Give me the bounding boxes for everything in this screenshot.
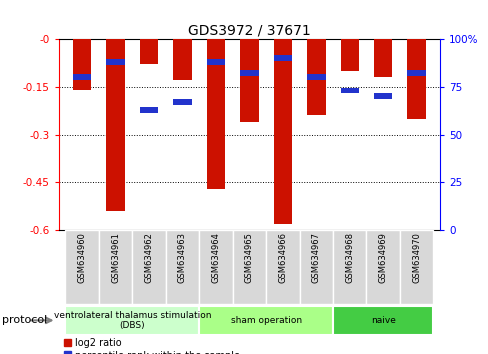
Bar [173, 39, 191, 80]
Bar [73, 39, 91, 90]
FancyBboxPatch shape [132, 230, 165, 304]
Bar [407, 39, 425, 119]
Text: ventrolateral thalamus stimulation
(DBS): ventrolateral thalamus stimulation (DBS) [53, 311, 211, 330]
Text: GSM634964: GSM634964 [211, 232, 220, 283]
Text: GSM634966: GSM634966 [278, 232, 287, 283]
Bar [407, 70, 425, 76]
FancyBboxPatch shape [199, 306, 332, 335]
Text: GSM634963: GSM634963 [178, 232, 186, 283]
Bar [73, 74, 91, 80]
Bar [306, 39, 325, 115]
Text: protocol: protocol [2, 315, 48, 325]
FancyBboxPatch shape [265, 230, 299, 304]
Bar [206, 39, 224, 189]
Bar [373, 93, 392, 99]
Bar [273, 39, 291, 224]
Bar [106, 59, 124, 65]
Text: GSM634960: GSM634960 [78, 232, 86, 283]
Bar [273, 55, 291, 61]
FancyBboxPatch shape [99, 230, 132, 304]
Bar [140, 39, 158, 64]
Text: GSM634969: GSM634969 [378, 232, 387, 283]
Bar [140, 107, 158, 113]
Text: GSM634962: GSM634962 [144, 232, 153, 283]
Bar [206, 59, 224, 65]
Bar [240, 39, 258, 122]
FancyBboxPatch shape [299, 230, 332, 304]
FancyBboxPatch shape [399, 230, 432, 304]
Text: GSM634970: GSM634970 [411, 232, 420, 283]
Bar [173, 99, 191, 105]
FancyBboxPatch shape [332, 306, 432, 335]
Text: GSM634965: GSM634965 [244, 232, 253, 283]
FancyBboxPatch shape [366, 230, 399, 304]
Text: naive: naive [370, 316, 395, 325]
FancyBboxPatch shape [65, 230, 99, 304]
Bar [240, 70, 258, 76]
Bar [340, 39, 358, 71]
Text: GSM634961: GSM634961 [111, 232, 120, 283]
Text: GSM634968: GSM634968 [345, 232, 353, 283]
Bar [373, 39, 392, 77]
FancyBboxPatch shape [232, 230, 265, 304]
Text: GSM634967: GSM634967 [311, 232, 320, 283]
Legend: log2 ratio, percentile rank within the sample: log2 ratio, percentile rank within the s… [63, 338, 240, 354]
Bar [306, 74, 325, 80]
Title: GDS3972 / 37671: GDS3972 / 37671 [187, 24, 310, 38]
FancyBboxPatch shape [332, 230, 366, 304]
FancyBboxPatch shape [199, 230, 232, 304]
FancyBboxPatch shape [165, 230, 199, 304]
Bar [340, 88, 358, 93]
Text: sham operation: sham operation [230, 316, 301, 325]
FancyBboxPatch shape [65, 306, 199, 335]
Bar [106, 39, 124, 211]
